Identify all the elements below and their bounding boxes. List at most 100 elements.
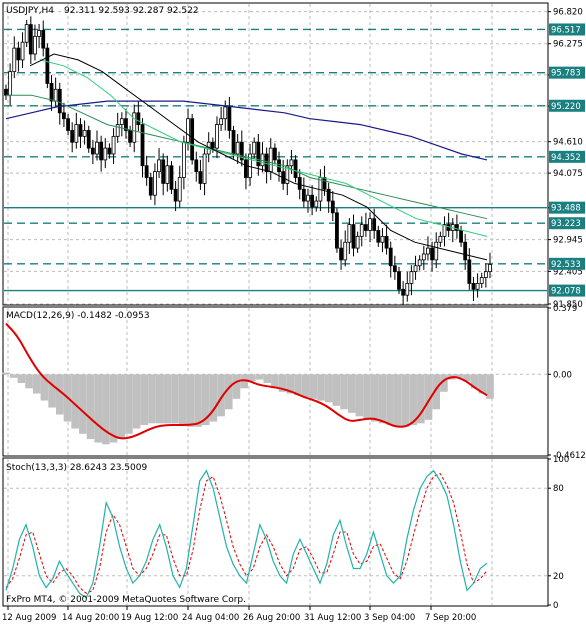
candle-body <box>388 247 393 267</box>
macd-bar <box>25 374 33 389</box>
macd-bar <box>209 374 218 422</box>
candle-body <box>426 247 430 255</box>
candle-body <box>148 177 153 196</box>
candle-body <box>285 165 290 184</box>
stoch-title: Stoch(13,3,3) 28.6243 23.5009 <box>6 463 147 473</box>
candle-body <box>231 130 236 155</box>
y-tick-label: 96.275 <box>553 40 583 50</box>
candle-body <box>434 241 439 261</box>
macd-bar <box>378 374 387 424</box>
macd-bar <box>470 374 479 389</box>
candle-body <box>124 118 128 131</box>
candle-body <box>310 194 315 208</box>
macd-bar <box>217 374 225 417</box>
candle-body <box>409 271 414 284</box>
candle-body <box>368 218 372 231</box>
candle-body <box>74 124 79 143</box>
y-tick-label: 100 <box>553 455 569 465</box>
candle-body <box>438 235 443 243</box>
candle-body <box>95 141 99 155</box>
stoch-main-line <box>5 469 488 599</box>
axis-labels: 96.82096.27595.74595.21594.61094.07593.4… <box>2 8 586 623</box>
candle-body <box>330 200 335 214</box>
price-level-tag <box>549 99 585 112</box>
candle-body <box>277 159 281 173</box>
price-level-label: 94.352 <box>551 153 581 163</box>
candle-body <box>190 118 195 161</box>
candle-body <box>471 283 476 290</box>
macd-bar <box>332 374 341 406</box>
candle-body <box>28 24 33 55</box>
candle-body <box>479 277 484 284</box>
candle-body <box>405 283 410 296</box>
candle-body <box>372 218 377 231</box>
price-level-label: 93.223 <box>551 219 581 229</box>
candle-body <box>177 177 182 202</box>
stoch-signal-line <box>5 472 488 594</box>
x-tick-label: 26 Aug 20:00 <box>243 613 300 623</box>
candle-body <box>82 130 87 137</box>
candle-body <box>488 264 492 273</box>
candle-body <box>194 159 199 173</box>
candle-body <box>103 147 108 161</box>
candle-body <box>202 153 207 184</box>
y-tick-label: 94.075 <box>553 169 583 179</box>
macd-bar <box>409 374 417 426</box>
candle-body <box>252 141 257 155</box>
price-level-tag <box>549 257 585 270</box>
candle-body <box>235 141 240 155</box>
macd-bar <box>317 374 325 401</box>
candle-body <box>272 147 277 161</box>
macd-bar <box>32 374 41 394</box>
macd-bar <box>417 374 425 424</box>
x-tick-label: 31 Aug 12:00 <box>304 613 361 623</box>
candle-body <box>144 165 149 178</box>
y-tick-label: 0 <box>553 601 558 611</box>
candle-body <box>256 141 261 167</box>
candle-body <box>322 177 327 190</box>
candle-body <box>90 147 95 155</box>
candle-body <box>359 224 364 237</box>
y-tick-label: 0.379 <box>553 304 577 314</box>
candle-body <box>41 30 46 49</box>
y-tick-label: 80 <box>553 484 564 494</box>
price-level-label: 95.220 <box>551 102 581 112</box>
candle-body <box>301 188 306 202</box>
candle-body <box>264 153 269 173</box>
candle-body <box>157 159 161 173</box>
candle-body <box>227 106 232 131</box>
candle-body <box>459 230 463 243</box>
macd-bar <box>186 374 195 427</box>
candle-body <box>219 118 224 125</box>
candle-body <box>339 247 343 261</box>
ma-black-line <box>29 53 488 261</box>
candle-body <box>363 224 368 231</box>
candle-body <box>186 118 190 143</box>
ma-green-line <box>39 59 488 237</box>
macd-bar <box>248 374 256 382</box>
y-tick-label: 20 <box>553 572 564 582</box>
macd-bar <box>102 374 110 445</box>
macd-bar <box>486 374 494 399</box>
price-level-label: 92.078 <box>551 287 581 297</box>
candle-body <box>57 88 62 114</box>
macd-bar <box>2 372 10 375</box>
candle-body <box>260 153 265 167</box>
macd-signal-line <box>5 322 488 440</box>
macd-bar <box>347 374 356 413</box>
price-series <box>4 16 547 306</box>
macd-bar <box>271 374 279 389</box>
macd-bar <box>294 374 302 396</box>
macd-bar <box>48 374 56 408</box>
macd-bar <box>263 374 272 384</box>
x-tick-label: 12 Aug 2009 <box>2 613 56 623</box>
candle-body <box>8 71 13 96</box>
candle-body <box>173 188 178 202</box>
candle-body <box>455 224 459 231</box>
macd-bar <box>148 374 156 424</box>
macd-bar <box>301 374 310 398</box>
candle-body <box>297 177 302 190</box>
candle-body <box>45 47 50 84</box>
candle-body <box>107 147 112 155</box>
price-level-tag <box>549 217 585 230</box>
